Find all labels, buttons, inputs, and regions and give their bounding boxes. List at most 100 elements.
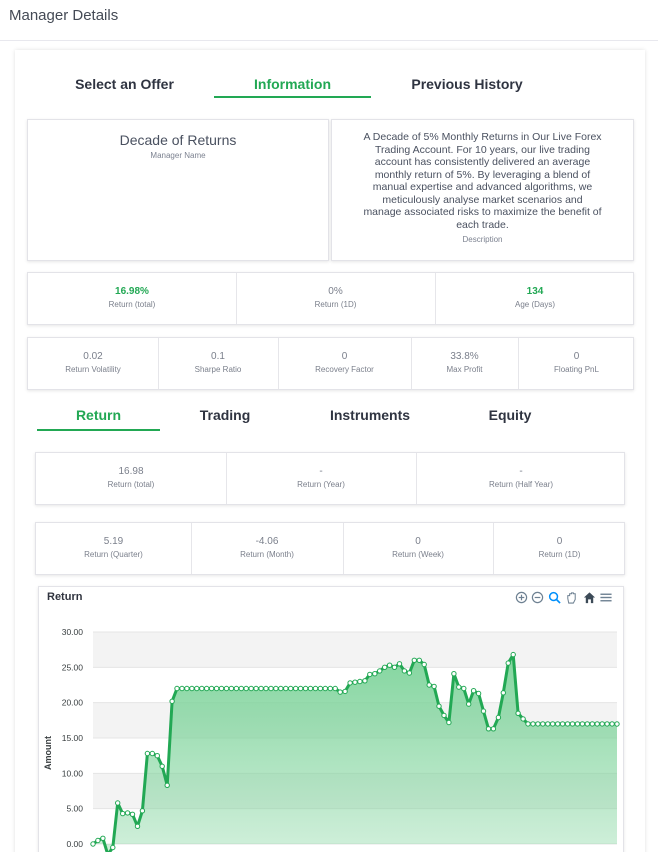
data-point <box>342 688 348 695</box>
data-point <box>426 682 432 688</box>
y-tick-label: 20.00 <box>62 698 84 708</box>
data-point <box>515 710 521 717</box>
zoom-in-icon[interactable] <box>515 591 528 604</box>
tab-select-offer[interactable]: Select an Offer <box>75 76 174 92</box>
data-point <box>189 685 195 692</box>
data-point <box>510 651 516 658</box>
data-point <box>204 685 210 692</box>
data-point <box>134 823 141 830</box>
return-week: 0 Return (Week) <box>392 536 444 559</box>
data-point <box>599 721 605 727</box>
description-label: Description <box>462 235 503 244</box>
data-point <box>584 721 590 727</box>
data-point <box>169 698 175 705</box>
returns-row-1: 16.98 Return (total) - Return (Year) - Retu… <box>35 452 625 505</box>
manager-name: Decade of Returns <box>119 132 237 148</box>
data-point <box>199 685 205 692</box>
data-point <box>594 721 600 727</box>
home-icon[interactable] <box>583 591 596 604</box>
data-point <box>248 685 254 692</box>
data-point <box>352 679 358 685</box>
data-point <box>574 721 581 727</box>
grid-band <box>93 632 617 668</box>
data-point <box>525 721 531 727</box>
stat-age-days: 134 Age (Days) <box>514 286 555 309</box>
data-point <box>446 719 452 726</box>
data-point <box>297 685 304 692</box>
y-tick-label: 25.00 <box>62 662 84 672</box>
return-half-year: - Return (Half Year) <box>488 466 554 489</box>
chart-title: Return <box>47 591 83 603</box>
data-point <box>545 721 551 727</box>
data-point <box>164 782 170 789</box>
data-point <box>293 685 299 692</box>
tab-information[interactable]: Information <box>254 76 331 92</box>
data-point <box>213 685 220 692</box>
data-point <box>322 685 328 692</box>
stat-sharpe-ratio: 0.1 Sharpe Ratio <box>194 351 242 374</box>
manager-name-label: Manager Name <box>150 151 206 160</box>
data-point <box>243 685 249 692</box>
data-point <box>456 684 462 690</box>
data-point <box>470 688 477 694</box>
data-point <box>540 721 546 727</box>
data-point <box>451 671 457 677</box>
chart-plot-area: 0.00 5.00 10.00 15.00 20.00 25.00 30.00 Amount <box>43 627 620 852</box>
data-point <box>139 808 146 814</box>
tab-previous-history[interactable]: Previous History <box>411 76 523 92</box>
y-tick-label: 30.00 <box>62 627 84 637</box>
data-point <box>223 685 230 692</box>
data-point <box>129 811 136 818</box>
data-point <box>441 712 447 719</box>
stat-floating-pnl: 0 Floating PnL <box>554 351 599 374</box>
data-point <box>436 703 442 709</box>
data-point <box>569 721 576 727</box>
zoom-out-icon[interactable] <box>531 591 544 604</box>
data-point <box>100 835 106 842</box>
return-1d: 0 Return (1D) <box>538 536 581 559</box>
data-point <box>396 661 403 667</box>
data-point <box>421 661 427 668</box>
description-card: A Decade of 5% Monthly Returns in Our Li… <box>331 119 634 261</box>
data-point <box>253 685 259 692</box>
y-axis-label: Amount <box>43 736 53 770</box>
pan-hand-icon[interactable] <box>565 591 578 604</box>
menu-icon[interactable] <box>599 591 613 604</box>
data-point <box>500 690 506 696</box>
data-point <box>179 685 185 692</box>
data-point <box>278 685 284 692</box>
data-point <box>530 721 536 727</box>
top-tabs: Select an Offer Information Previous His… <box>0 68 658 98</box>
return-total: 16.98 Return (total) <box>107 466 155 489</box>
summary-stats: 16.98% Return (total) 0% Return (1D) 134 Ag… <box>27 272 634 325</box>
data-point <box>208 685 215 692</box>
stat-return-total: 16.98% Return (total) <box>108 286 156 309</box>
data-point <box>362 678 368 684</box>
y-tick-label: 10.00 <box>62 768 84 778</box>
return-year: - Return (Year) <box>297 466 345 489</box>
sub-tab-active-underline <box>37 429 160 431</box>
data-point <box>273 685 279 692</box>
page-header: Manager Details <box>0 0 658 41</box>
data-point <box>174 685 180 692</box>
data-point <box>154 753 161 759</box>
tab-instruments[interactable]: Instruments <box>329 407 411 423</box>
data-point <box>480 708 487 714</box>
data-point <box>144 750 151 757</box>
tab-trading[interactable]: Trading <box>199 407 251 423</box>
data-point <box>288 685 294 692</box>
data-point <box>401 668 408 674</box>
data-point <box>317 685 324 692</box>
zoom-select-icon[interactable] <box>548 591 561 604</box>
data-point <box>391 664 398 671</box>
data-point <box>609 721 615 727</box>
data-point <box>431 683 437 690</box>
data-point <box>490 726 497 732</box>
data-point <box>357 678 363 685</box>
data-point <box>386 662 393 668</box>
tab-equity[interactable]: Equity <box>488 407 532 423</box>
data-point <box>124 810 131 816</box>
data-point <box>406 670 413 676</box>
tab-return[interactable]: Return <box>75 407 122 423</box>
data-point <box>238 685 245 692</box>
